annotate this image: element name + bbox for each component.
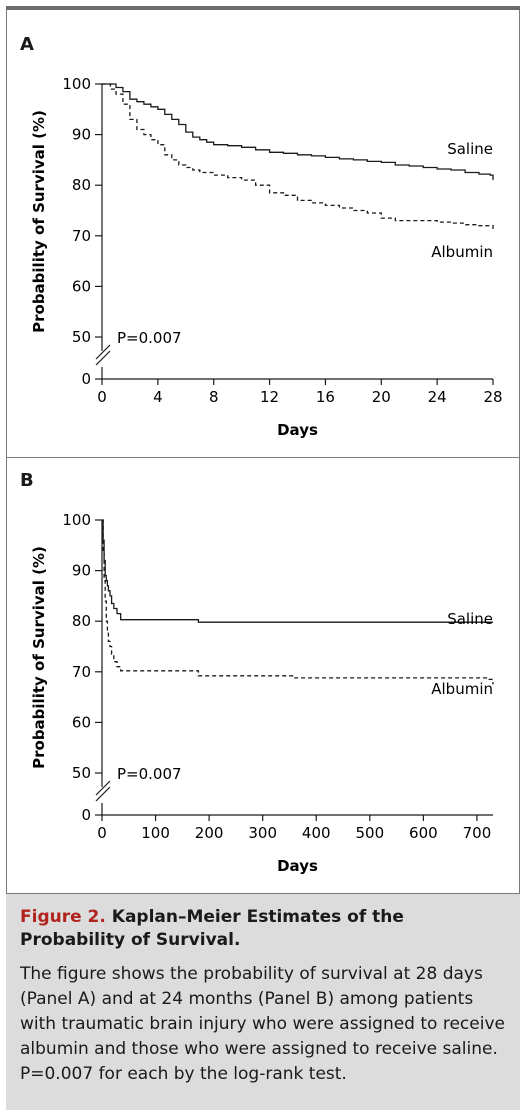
- panel-b-y-tick-label: 90: [72, 562, 91, 580]
- panel-a-series-albumin-label: Albumin: [431, 243, 493, 261]
- panel-b-y-tick-label: 60: [72, 713, 91, 731]
- panel-b-x-tick-label: 100: [141, 824, 170, 842]
- panel-b-y-tick-label: 80: [72, 612, 91, 630]
- panel-a: A 0 50 60 70 80 90 100 0 4 8 12 16 20 24 28 Days Probabi…: [6, 22, 520, 458]
- panel-b-axis-break-mark: [95, 780, 111, 796]
- figure: A 0 50 60 70 80 90 100 0 4 8 12 16 20 24 28 Days Probabi…: [6, 6, 520, 1110]
- panel-a-series-saline-line: [102, 83, 494, 181]
- panel-b-x-tick-label: 0: [97, 824, 107, 842]
- panel-a-y-tick-label: 50: [72, 328, 91, 346]
- panel-a-x-tick-label: 24: [428, 388, 447, 406]
- panel-a-y-tick-label: 80: [72, 176, 91, 194]
- panel-a-y-tick-label: 100: [62, 75, 91, 93]
- panel-b-series-saline-line: [102, 519, 493, 623]
- panel-a-x-axis-title: Days: [277, 421, 318, 439]
- panel-a-y-tick-label: 60: [72, 277, 91, 295]
- panel-a-x-tick-label: 20: [372, 388, 391, 406]
- caption-figure-number: Figure 2.: [20, 907, 106, 927]
- panel-a-axis-break-mark: [95, 344, 111, 360]
- figure-caption: Figure 2. Kaplan–Meier Estimates of the …: [6, 894, 520, 1110]
- panel-b-y-axis-title: Probability of Survival (%): [30, 546, 48, 769]
- panel-b-x-tick-label: 500: [355, 824, 384, 842]
- panel-b-x-axis-title: Days: [277, 857, 318, 875]
- panel-b-axis-break-mark: [95, 786, 111, 802]
- panel-b-series-saline-label: Saline: [447, 610, 493, 628]
- panel-b-series-albumin-label: Albumin: [431, 680, 493, 698]
- panel-a-series-albumin-line: [102, 83, 494, 231]
- panel-a-y-tick-label: 90: [72, 126, 91, 144]
- panel-b-y-tick-label: 0: [81, 806, 91, 824]
- panel-a-y-tick-label: 70: [72, 227, 91, 245]
- panel-b-x-tick-label: 200: [195, 824, 224, 842]
- panel-a-x-tick-label: 28: [483, 388, 502, 406]
- panel-a-x-tick-label: 0: [97, 388, 107, 406]
- panel-a-chart: 0 50 60 70 80 90 100 0 4 8 12 16 20 24 28 Days Probabili…: [30, 75, 503, 439]
- caption-title: Figure 2. Kaplan–Meier Estimates of the …: [20, 906, 506, 952]
- panel-a-y-axis-title: Probability of Survival (%): [30, 110, 48, 333]
- caption-title-text: Kaplan–Meier Estimates of the Probabilit…: [20, 907, 404, 950]
- panel-a-x-tick-label: 16: [316, 388, 335, 406]
- panel-b-y-tick-label: 100: [62, 511, 91, 529]
- panel-b-chart: 0 50 60 70 80 90 100 0 100 200 300 400 500 600 700 Days…: [30, 511, 494, 875]
- panel-a-series-saline-label: Saline: [447, 140, 493, 158]
- panel-a-p-value: P=0.007: [117, 329, 182, 347]
- panel-b-y-tick-label: 70: [72, 663, 91, 681]
- panel-b-series-albumin-line: [102, 519, 494, 685]
- panel-b-label: B: [20, 470, 34, 491]
- panel-a-x-tick-label: 4: [153, 388, 163, 406]
- panel-b-x-tick-label: 600: [409, 824, 438, 842]
- panel-b-y-tick-label: 50: [72, 764, 91, 782]
- panel-a-axis-break-mark: [95, 350, 111, 366]
- panel-a-label: A: [20, 34, 34, 55]
- panel-b: B 0 50 60 70 80 90 100 0 100 200 300 400 500 600 700 Da…: [6, 458, 520, 894]
- panel-b-p-value: P=0.007: [117, 765, 182, 783]
- panel-b-x-tick-label: 400: [302, 824, 331, 842]
- panel-a-x-tick-label: 8: [209, 388, 219, 406]
- panel-a-x-tick-label: 12: [260, 388, 279, 406]
- panel-a-y-tick-label: 0: [81, 370, 91, 388]
- panel-b-x-tick-label: 700: [463, 824, 492, 842]
- caption-body: The figure shows the probability of surv…: [20, 964, 505, 1084]
- panel-b-x-tick-label: 300: [248, 824, 277, 842]
